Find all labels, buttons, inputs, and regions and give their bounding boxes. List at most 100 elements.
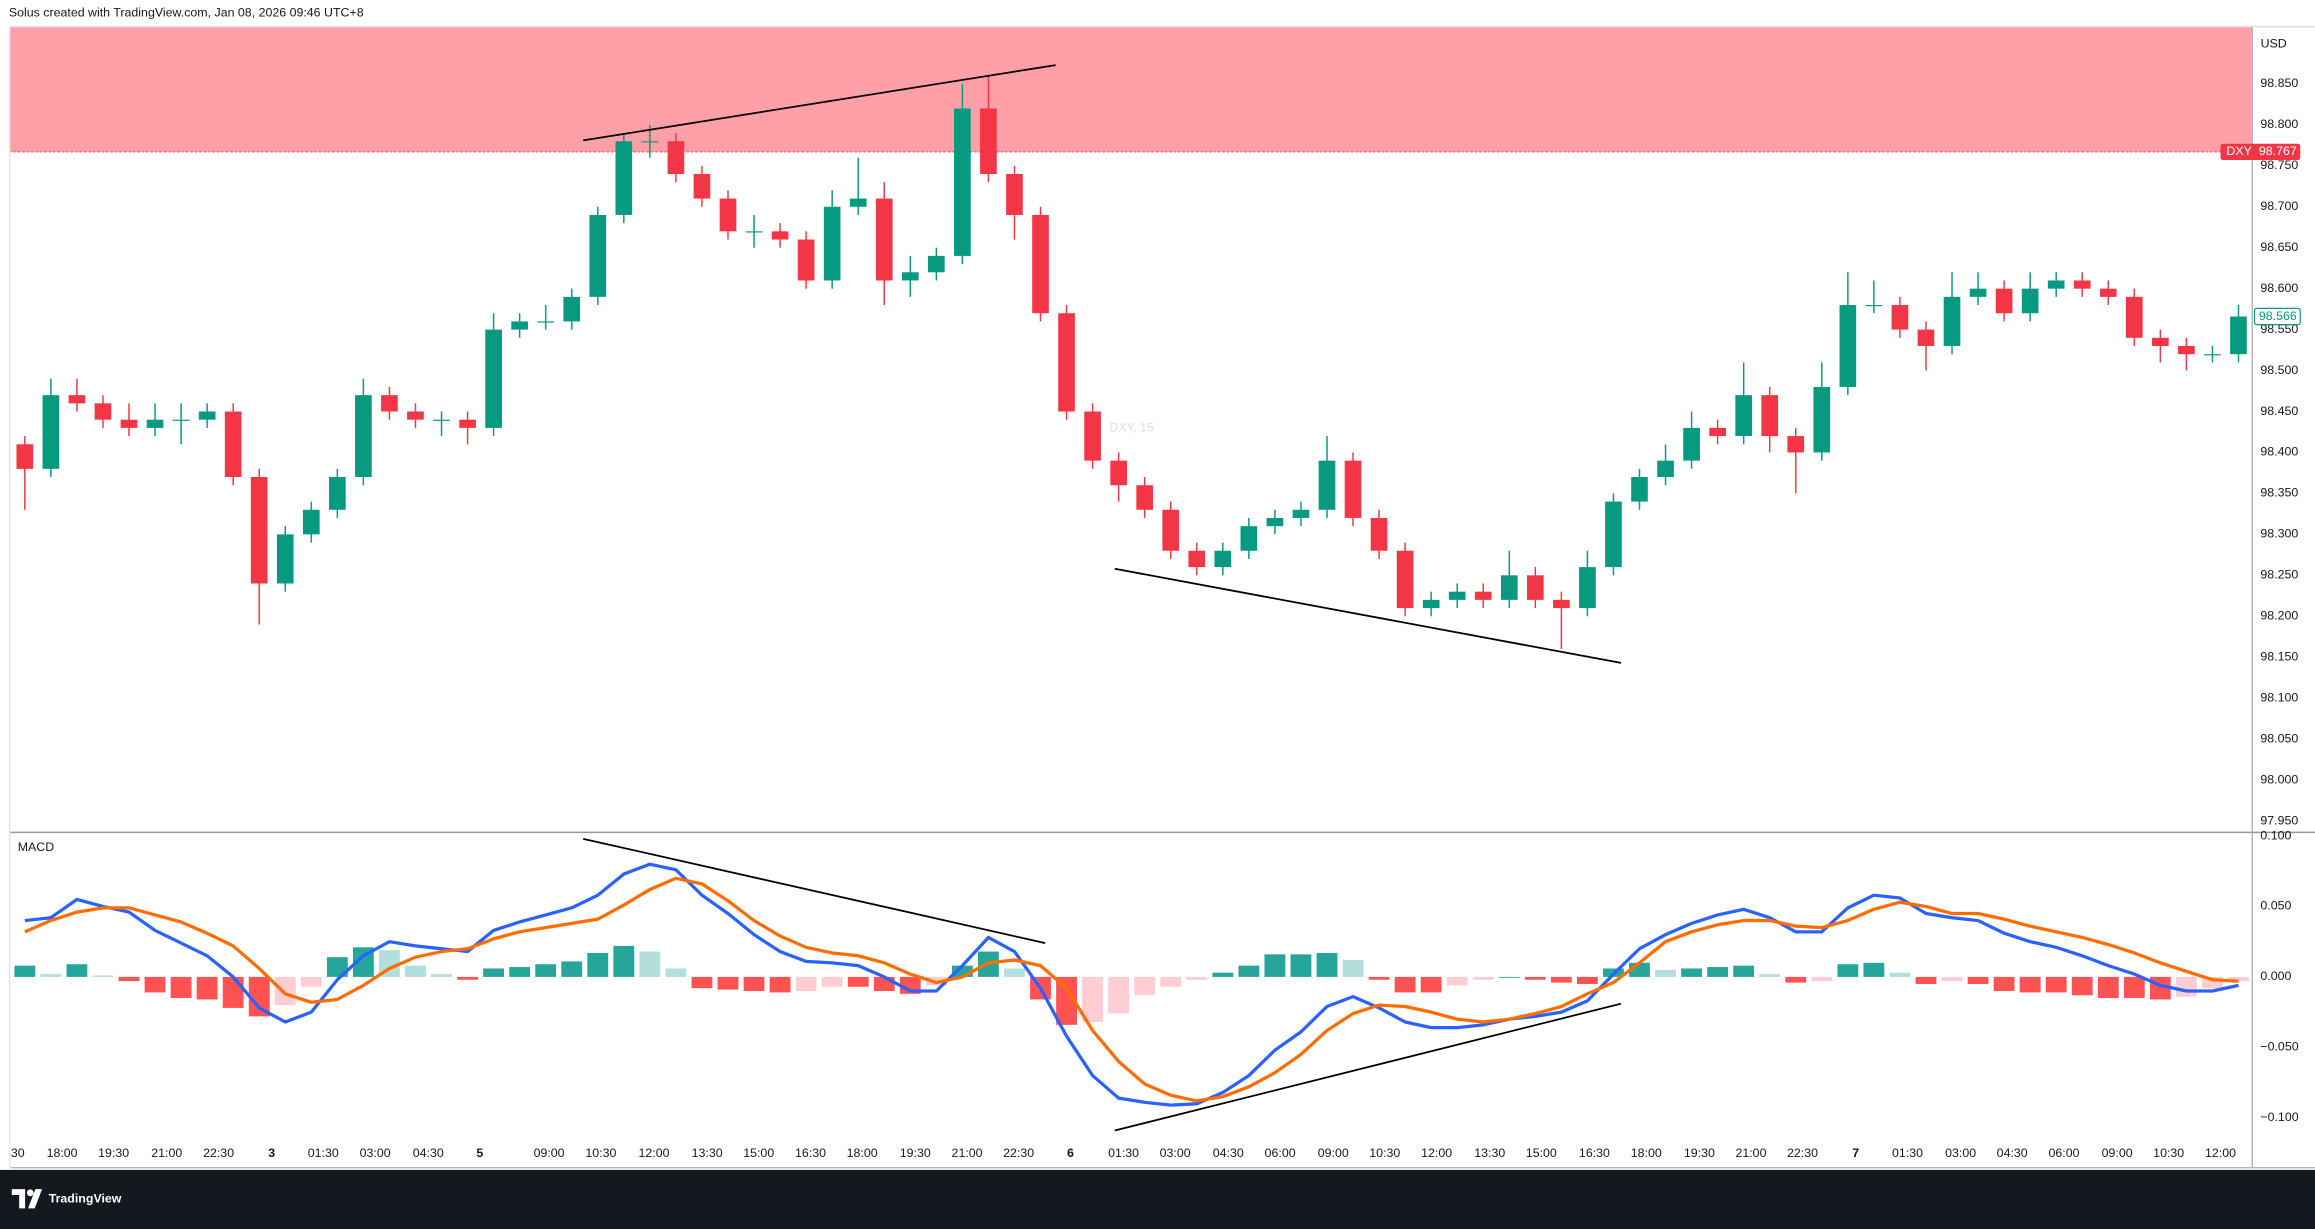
histogram-bar — [1108, 976, 1130, 1014]
histogram-bar — [405, 965, 426, 977]
y-tick-label: 98.400 — [2260, 445, 2298, 459]
histogram-bar — [248, 976, 270, 1017]
candle-body — [641, 141, 659, 143]
candle-body — [1813, 386, 1831, 453]
y-tick-label: 98.150 — [2260, 649, 2298, 663]
macd-pane — [14, 837, 2249, 1132]
histogram-bar — [2228, 976, 2249, 982]
histogram-bar — [1811, 976, 1833, 982]
histogram-bar — [1733, 965, 1755, 977]
macd-title: MACD — [18, 840, 55, 854]
candle-body — [511, 321, 528, 330]
histogram-bar — [1056, 976, 1077, 1025]
histogram-bar — [1316, 952, 1338, 977]
candle-body — [1136, 485, 1154, 510]
candle-body — [771, 231, 789, 240]
x-tick-label: 19:30 — [1684, 1146, 1715, 1160]
candle-body — [1292, 509, 1310, 518]
candle-body — [1761, 395, 1779, 437]
zone-price-label: 98.767 — [2259, 144, 2297, 158]
candle-body — [797, 239, 815, 281]
histogram-bar — [717, 976, 739, 990]
y-tick-label: 98.550 — [2260, 322, 2298, 336]
candle-body — [2178, 345, 2195, 355]
candle-body — [329, 477, 346, 510]
candle-body — [1891, 305, 1909, 330]
histogram-bar — [1134, 976, 1156, 996]
candle-body — [2099, 288, 2117, 297]
histogram-bar — [1420, 976, 1442, 993]
y-tick-label: −0.050 — [2260, 1040, 2298, 1054]
x-tick-label: 06:00 — [2049, 1146, 2080, 1160]
candle-body — [928, 255, 945, 273]
footer-bar — [0, 1169, 2315, 1229]
histogram-bar — [92, 975, 114, 977]
candle-body — [2073, 280, 2091, 289]
y-tick-label: −0.100 — [2260, 1110, 2298, 1124]
candle-body — [1266, 517, 1284, 527]
trend-line — [1114, 567, 1622, 664]
histogram-bar — [1342, 960, 1364, 977]
histogram-bar — [1993, 976, 2015, 992]
x-tick-label: 18:00 — [1631, 1146, 1662, 1160]
histogram-bar — [1472, 976, 1494, 980]
candle-body — [1865, 305, 1883, 307]
y-tick-label: 98.050 — [2260, 731, 2298, 745]
histogram-bar — [1707, 967, 1729, 977]
histogram-bar — [2097, 976, 2119, 999]
macd-line — [24, 862, 2239, 1107]
histogram-bar — [2123, 976, 2145, 999]
candle-body — [1474, 591, 1492, 600]
candle-body — [1240, 526, 1258, 551]
candle-body — [1657, 460, 1674, 478]
histogram-bar — [691, 976, 713, 989]
x-tick-label: 18:00 — [47, 1146, 78, 1160]
histogram-bar — [1759, 974, 1781, 977]
y-tick-label: 98.800 — [2260, 117, 2298, 131]
histogram-bar — [457, 976, 478, 980]
histogram-bar — [1368, 976, 1390, 980]
candle-body — [719, 198, 737, 232]
price-pane: DXY, 15 — [10, 26, 2252, 664]
candle-body — [1058, 313, 1075, 412]
candle-body — [276, 534, 294, 584]
macd-line — [24, 876, 2239, 1103]
x-tick-label: 5 — [476, 1146, 483, 1160]
histogram-bar — [665, 968, 687, 977]
candle-body — [16, 444, 34, 469]
histogram-bar — [1004, 968, 1025, 977]
candle-body — [2125, 296, 2143, 338]
x-tick-label: 21:00 — [151, 1146, 182, 1160]
x-tick-label: 04:30 — [1213, 1146, 1244, 1160]
candle-body — [1370, 517, 1388, 551]
x-tick-label: 09:00 — [1318, 1146, 1349, 1160]
histogram-bar — [300, 976, 322, 987]
y-tick-label: 98.350 — [2260, 486, 2298, 500]
candle-body — [1631, 477, 1648, 502]
candle-body — [1422, 599, 1440, 609]
candle-body — [980, 108, 997, 175]
histogram-bar — [1967, 976, 1989, 984]
candle-body — [745, 231, 763, 233]
histogram-bar — [1785, 976, 1807, 983]
histogram-bar — [14, 965, 36, 977]
candle-body — [563, 296, 581, 322]
trend-line — [1114, 1002, 1622, 1132]
candle-body — [1032, 214, 1049, 314]
y-tick-label: 98.500 — [2260, 363, 2298, 377]
x-tick-label: 06:00 — [1265, 1146, 1296, 1160]
candle-body — [485, 329, 502, 428]
y-tick-label: 0.000 — [2260, 969, 2291, 983]
candle-body — [224, 411, 242, 478]
candle-body — [1396, 550, 1414, 609]
candle-body — [875, 198, 893, 281]
x-tick-label: 10:30 — [585, 1146, 616, 1160]
currency-label: USD — [2261, 37, 2287, 51]
candle-body — [954, 108, 971, 256]
histogram-bar — [1941, 976, 1963, 982]
candle-body — [1787, 436, 1805, 453]
histogram-bar — [274, 976, 296, 1006]
y-tick-label: 98.200 — [2260, 609, 2298, 623]
axes: USD MACD 97.950 98.000 98.050 98.100 98.150 9… — [8, 25, 2315, 1169]
candle-body — [1735, 395, 1753, 437]
